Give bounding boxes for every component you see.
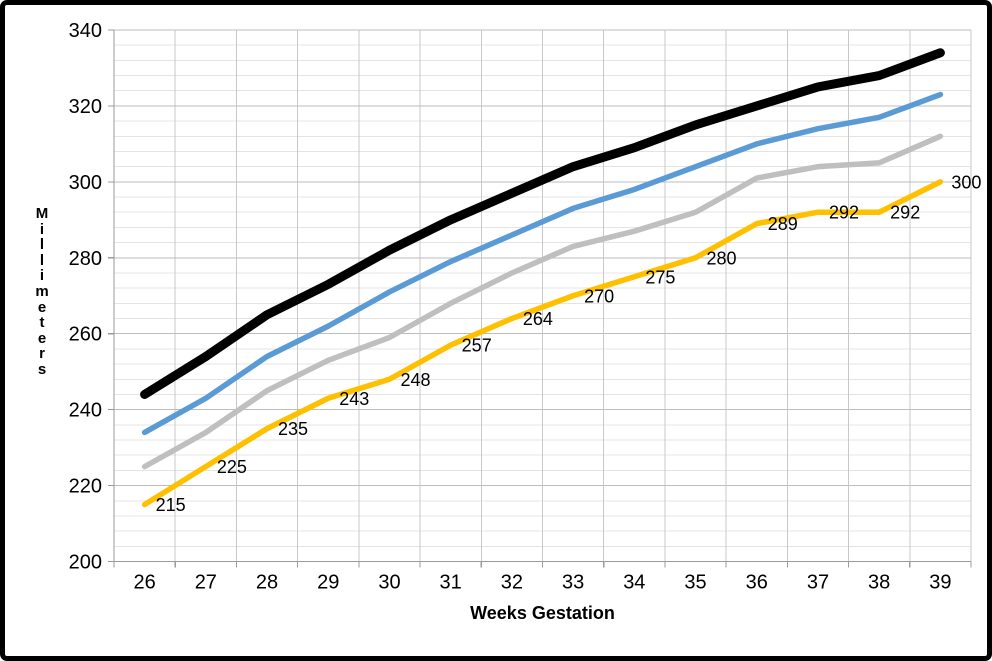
y-tick-label: 240 bbox=[69, 400, 102, 422]
x-tick-label: 36 bbox=[746, 572, 768, 594]
series-blue-line bbox=[141, 91, 944, 436]
series-gray-line bbox=[141, 133, 944, 470]
x-tick-label: 38 bbox=[868, 572, 890, 594]
x-tick-label: 27 bbox=[195, 572, 217, 594]
y-tick-label: 300 bbox=[69, 172, 102, 194]
axes bbox=[108, 29, 972, 568]
x-tick-label: 34 bbox=[623, 572, 645, 594]
series-black-line bbox=[140, 48, 945, 399]
data-label: 257 bbox=[462, 336, 492, 356]
x-tick-label: 39 bbox=[929, 572, 951, 594]
y-axis-title: M i l l i m e t e r s bbox=[35, 205, 49, 378]
x-tick-label: 26 bbox=[133, 572, 155, 594]
data-label: 300 bbox=[951, 172, 981, 192]
x-axis-title: Weeks Gestation bbox=[470, 603, 615, 623]
y-tick-label: 340 bbox=[69, 20, 102, 42]
x-tick-label: 33 bbox=[562, 572, 584, 594]
data-label: 292 bbox=[829, 203, 859, 223]
x-tick-label: 35 bbox=[684, 572, 706, 594]
x-tick-label: 32 bbox=[501, 572, 523, 594]
data-label: 292 bbox=[890, 203, 920, 223]
x-axis-tick-labels: 26 27 28 29 30 31 32 33 34 35 36 37 38 39 bbox=[133, 572, 951, 594]
data-label: 235 bbox=[278, 419, 308, 439]
data-labels-gold-line: 215 225 235 243 248 257 264 270 275 280 289 292 292 3… bbox=[156, 172, 982, 515]
x-tick-label: 28 bbox=[256, 572, 278, 594]
data-label: 270 bbox=[584, 286, 614, 306]
y-axis-tick-labels: 200 220 240 260 280 300 320 340 bbox=[69, 20, 102, 574]
y-tick-label: 220 bbox=[69, 476, 102, 498]
data-label: 243 bbox=[339, 389, 369, 409]
x-tick-label: 30 bbox=[378, 572, 400, 594]
series-gold-line bbox=[141, 179, 944, 508]
data-label: 225 bbox=[217, 457, 247, 477]
x-tick-label: 37 bbox=[807, 572, 829, 594]
data-label: 275 bbox=[645, 267, 675, 287]
y-tick-label: 320 bbox=[69, 96, 102, 118]
data-label: 289 bbox=[768, 214, 798, 234]
data-label: 280 bbox=[707, 248, 737, 268]
y-tick-label: 260 bbox=[69, 324, 102, 346]
y-tick-label: 200 bbox=[69, 552, 102, 574]
data-label: 248 bbox=[400, 370, 430, 390]
x-tick-label: 31 bbox=[440, 572, 462, 594]
y-tick-label: 280 bbox=[69, 248, 102, 270]
data-label: 264 bbox=[523, 309, 553, 329]
x-tick-label: 29 bbox=[317, 572, 339, 594]
data-label: 215 bbox=[156, 495, 186, 515]
